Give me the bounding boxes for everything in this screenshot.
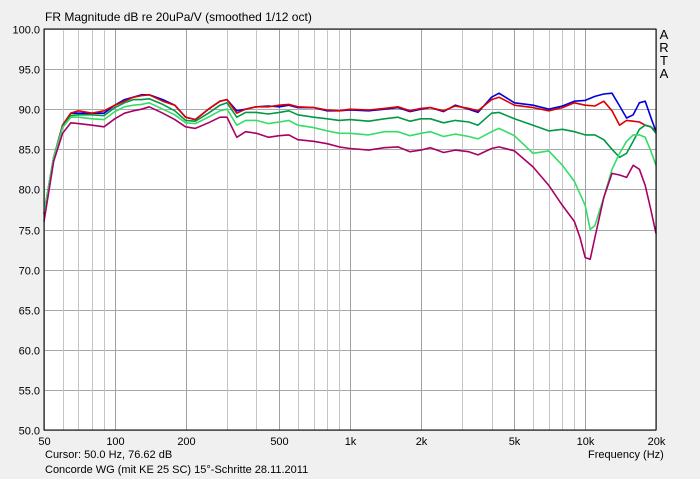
y-tick-label: 65.0: [19, 306, 40, 318]
y-tick-label: 90.0: [19, 105, 40, 117]
y-tick-label: 85.0: [19, 145, 40, 157]
series-line: [43, 98, 657, 214]
series-line: [43, 94, 657, 214]
chart-title: FR Magnitude dB re 20uPa/V (smoothed 1/1…: [45, 10, 312, 24]
logo-letter: R: [659, 40, 669, 55]
x-tick-label: 1k: [345, 436, 357, 448]
logo-letter: A: [659, 27, 669, 42]
x-tick-label: 200: [177, 436, 195, 448]
x-tick-label: 10k: [577, 436, 595, 448]
x-tick-label: 20k: [648, 436, 666, 448]
y-tick-label: 75.0: [19, 226, 40, 238]
cursor-readout: Cursor: 50.0 Hz, 76.62 dB: [45, 449, 173, 461]
x-tick-label: 50: [38, 436, 50, 448]
arta-logo: A R T A: [657, 28, 671, 80]
grid: [44, 29, 657, 431]
caption: Concorde WG (mit KE 25 SC) 15°-Schritte …: [45, 464, 309, 476]
logo-letter: T: [660, 53, 668, 68]
series-line: [43, 102, 657, 231]
x-tick-label: 100: [106, 436, 124, 448]
series-line: [43, 106, 657, 261]
y-tick-label: 80.0: [19, 185, 40, 197]
x-tick-label: 2k: [416, 436, 428, 448]
x-tick-label: 500: [270, 436, 288, 448]
y-tick-label: 55.0: [19, 386, 40, 398]
series-group: [43, 92, 657, 261]
y-tick-label: 70.0: [19, 266, 40, 278]
x-tick-label: 5k: [509, 436, 521, 448]
y-tick-label: 50.0: [19, 426, 40, 438]
y-tick-label: 100.0: [12, 25, 40, 37]
plot-frame: [43, 28, 657, 431]
x-axis-ticks: 50 100 200 500 1k 2k 5k 10k 20k: [38, 436, 665, 448]
x-axis-label: Frequency (Hz): [588, 449, 664, 461]
y-tick-label: 60.0: [19, 346, 40, 358]
logo-letter: A: [659, 66, 669, 81]
y-axis-ticks: 100.0 95.0 90.0 85.0 80.0 75.0 70.0 65.0 60.0 55.…: [12, 25, 40, 438]
y-tick-label: 95.0: [19, 65, 40, 77]
